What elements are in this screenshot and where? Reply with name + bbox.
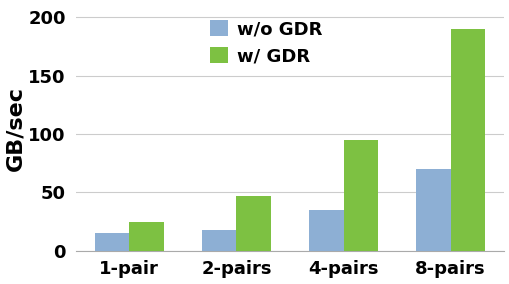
Bar bbox=[415, 169, 450, 251]
Y-axis label: GB/sec: GB/sec bbox=[6, 86, 25, 171]
Bar bbox=[343, 140, 377, 251]
Bar bbox=[202, 230, 236, 251]
Bar bbox=[450, 29, 484, 251]
Bar bbox=[95, 233, 129, 251]
Bar bbox=[308, 210, 343, 251]
Legend: w/o GDR, w/ GDR: w/o GDR, w/ GDR bbox=[204, 14, 327, 71]
Bar bbox=[236, 196, 270, 251]
Bar bbox=[129, 222, 163, 251]
